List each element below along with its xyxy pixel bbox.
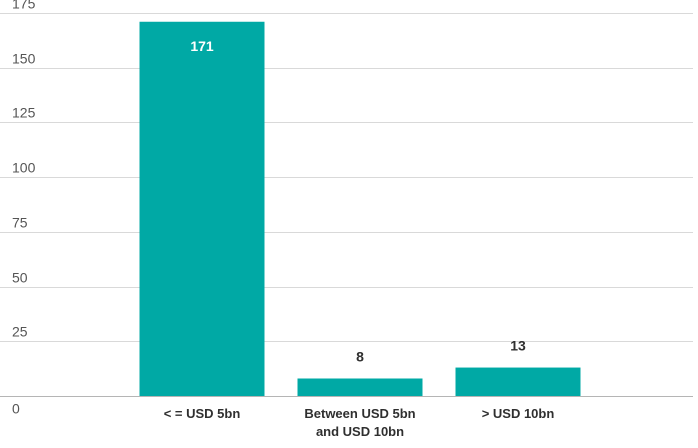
y-tick-label: 125 <box>12 105 36 121</box>
y-tick-label: 0 <box>12 401 20 417</box>
x-axis-tick-labels: < = USD 5bn Between USD 5bn and USD 10bn > … <box>164 406 555 439</box>
y-tick-label: 75 <box>12 215 28 231</box>
bar <box>139 21 265 397</box>
x-tick-label: Between USD 5bn and USD 10bn <box>304 406 415 439</box>
data-label: 13 <box>510 338 526 354</box>
y-tick-label: 50 <box>12 270 28 286</box>
y-tick-label: 25 <box>12 324 28 340</box>
x-tick-label: > USD 10bn <box>482 406 555 421</box>
y-axis-tick-labels: 0 25 50 75 100 125 150 175 <box>12 0 36 417</box>
grid-lines <box>0 13 693 397</box>
data-label: 171 <box>190 38 214 54</box>
y-tick-label: 100 <box>12 160 36 176</box>
bar <box>455 367 581 396</box>
y-tick-label: 150 <box>12 51 36 67</box>
y-tick-label: 175 <box>12 0 36 12</box>
data-labels: 171 8 13 <box>190 38 526 365</box>
bars <box>139 21 581 397</box>
bar <box>297 378 423 396</box>
data-label: 8 <box>356 348 364 364</box>
x-tick-label: < = USD 5bn <box>164 406 241 421</box>
